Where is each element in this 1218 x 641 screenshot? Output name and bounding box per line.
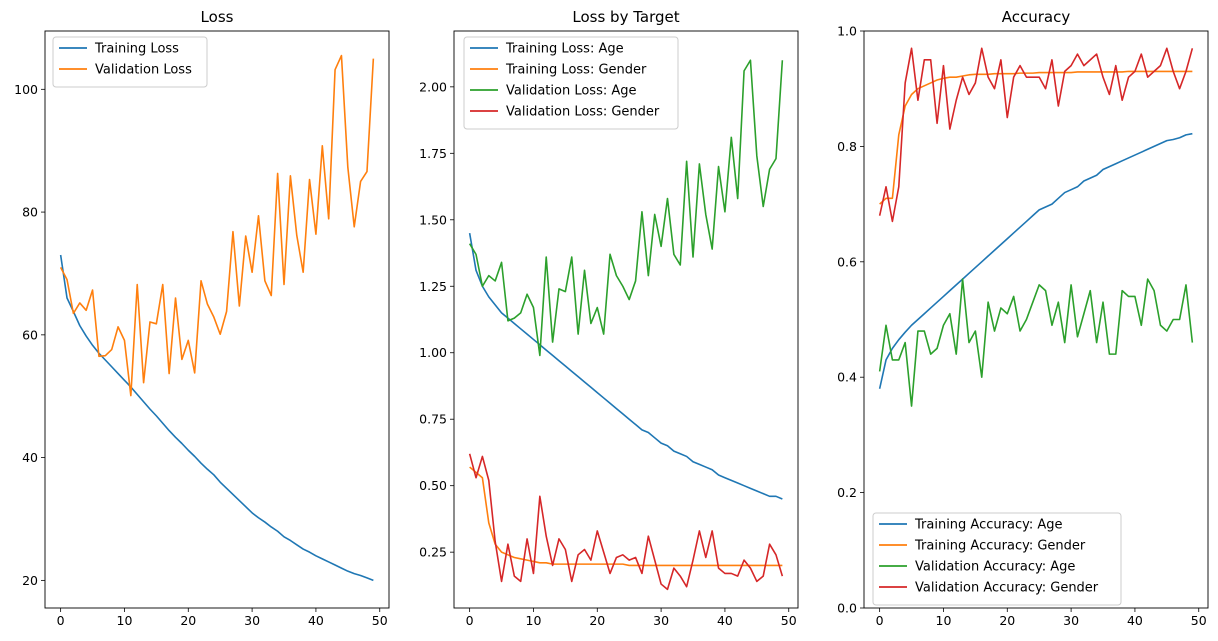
series-line-training-accuracy-gender <box>879 70 1193 205</box>
legend-label: Training Loss: Age <box>505 42 624 57</box>
chart-panel-loss: Loss 0 10 20 30 40 50 20 40 60 80 100 Training Loss V… <box>14 8 390 628</box>
x-tick-label: 50 <box>372 613 388 628</box>
y-tick-label: 100 <box>14 82 38 97</box>
legend-label: Validation Accuracy: Age <box>915 560 1075 575</box>
x-tick-label: 0 <box>466 613 474 628</box>
y-tick-label: 1.00 <box>419 345 447 360</box>
chart-title: Loss by Target <box>572 8 679 26</box>
y-tick-label: 1.25 <box>419 279 447 294</box>
y-tick-label: 0.6 <box>837 254 857 269</box>
y-tick-label: 0.8 <box>837 139 857 154</box>
y-tick-label: 1.50 <box>419 212 447 227</box>
x-tick-label: 10 <box>117 613 133 628</box>
x-tick-label: 0 <box>57 613 65 628</box>
y-tick-label: 0.75 <box>419 412 447 427</box>
legend: Training Accuracy: Age Training Accuracy:… <box>872 512 1122 606</box>
legend-label: Training Loss: Gender <box>505 63 647 78</box>
x-tick-label: 40 <box>717 613 733 628</box>
y-tick-label: 2.00 <box>419 79 447 94</box>
x-tick-label: 0 <box>876 613 884 628</box>
series-line-training-loss-age <box>468 232 783 500</box>
legend: Training Loss: Age Training Loss: Gender V… <box>463 36 679 130</box>
y-tick-label: 40 <box>22 450 38 465</box>
legend-label: Training Accuracy: Age <box>914 518 1063 533</box>
x-tick-label: 30 <box>1063 613 1079 628</box>
x-tick-label: 50 <box>781 613 797 628</box>
y-tick-label: 0.4 <box>837 370 857 385</box>
y-tick-label: 0.2 <box>837 485 857 500</box>
x-tick-label: 40 <box>308 613 324 628</box>
axes-frame <box>863 30 1209 609</box>
series-line-validation-loss-age <box>468 59 784 357</box>
legend-label: Validation Loss <box>95 63 192 78</box>
chart-title: Accuracy <box>1002 8 1071 26</box>
x-tick-label: 30 <box>244 613 260 628</box>
legend-label: Training Loss <box>94 42 179 57</box>
x-tick-label: 20 <box>999 613 1015 628</box>
series-line-validation-loss <box>59 54 375 397</box>
y-tick-label: 60 <box>22 327 38 342</box>
legend: Training Loss Validation Loss <box>52 36 208 88</box>
legend-label: Validation Accuracy: Gender <box>915 581 1099 596</box>
legend-box <box>872 512 1122 606</box>
y-tick-label: 80 <box>22 205 38 220</box>
x-tick-label: 50 <box>1191 613 1207 628</box>
series-line-validation-accuracy-age <box>878 278 1194 407</box>
x-tick-label: 30 <box>653 613 669 628</box>
x-tick-label: 10 <box>936 613 952 628</box>
y-tick-label: 1.0 <box>837 24 857 39</box>
chart-title: Loss <box>201 8 234 26</box>
legend-label: Validation Loss: Age <box>506 84 637 99</box>
series-line-validation-accuracy-gender <box>878 47 1194 223</box>
chart-panel-accuracy: Accuracy 0 10 20 30 40 50 0.0 0.2 0.4 0.6 0.8 1.0 Tra… <box>837 8 1209 628</box>
y-tick-label: 0.0 <box>837 601 857 616</box>
axes-frame <box>453 30 799 609</box>
y-tick-label: 0.25 <box>419 545 447 560</box>
legend-label: Training Accuracy: Gender <box>914 539 1086 554</box>
legend-label: Validation Loss: Gender <box>506 105 660 120</box>
chart-panel-loss-by-target: Loss by Target 0 10 20 30 40 50 0.25 0.50 0.75 1.0… <box>419 8 799 628</box>
x-tick-label: 40 <box>1127 613 1143 628</box>
axes-frame <box>44 30 390 609</box>
x-tick-label: 20 <box>589 613 605 628</box>
legend-box <box>52 36 208 88</box>
y-tick-label: 1.75 <box>419 146 447 161</box>
series-line-training-loss <box>59 254 374 582</box>
y-tick-label: 0.50 <box>419 478 447 493</box>
x-tick-label: 10 <box>526 613 542 628</box>
legend-box <box>463 36 679 130</box>
series-line-training-accuracy-age <box>878 132 1193 389</box>
series-line-validation-loss-gender <box>468 453 784 591</box>
series-line-training-loss-gender <box>469 466 783 567</box>
x-tick-label: 20 <box>180 613 196 628</box>
y-tick-label: 20 <box>22 573 38 588</box>
